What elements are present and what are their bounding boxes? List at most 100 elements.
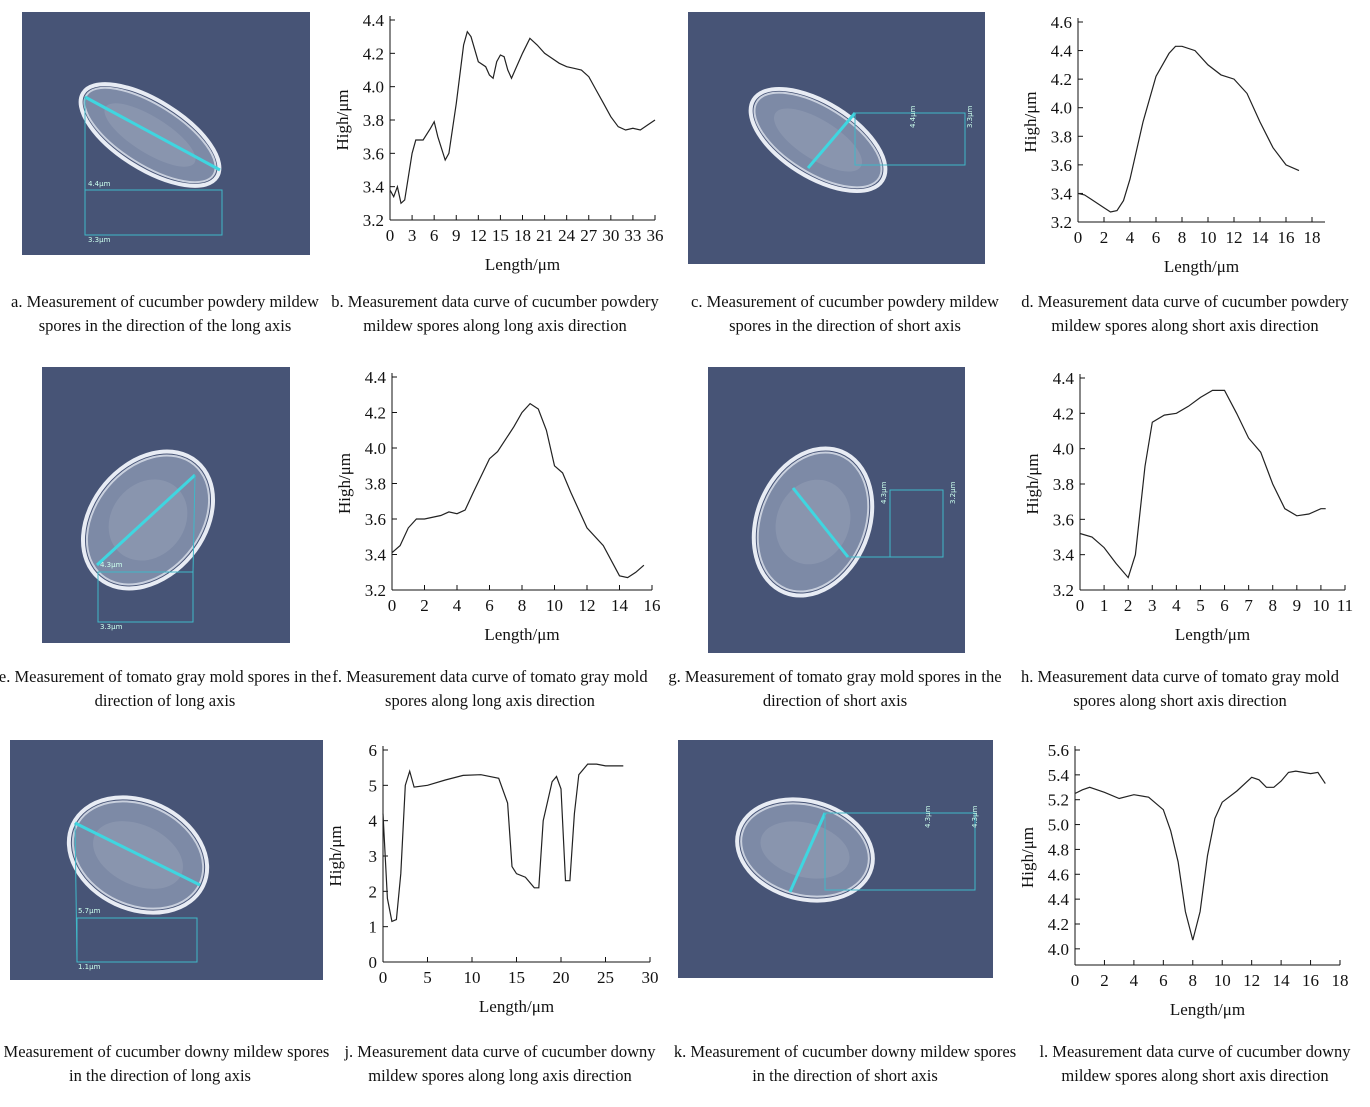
x-tick-label: 8: [1189, 971, 1198, 990]
y-tick-label: 4.6: [1048, 865, 1069, 884]
profile-box: [824, 812, 976, 891]
y-tick-label: 5.6: [1048, 741, 1069, 760]
x-tick-label: 0: [1071, 971, 1080, 990]
spore-halo: [66, 795, 210, 915]
y-tick-label: 4.0: [1053, 440, 1074, 459]
y-axis-title: High/μm: [1018, 827, 1037, 888]
x-tick-label: 6: [1152, 228, 1161, 247]
profile-box: [84, 189, 223, 236]
measure-label: 4.4μm: [909, 105, 917, 128]
measure-label: 3.3μm: [100, 623, 123, 631]
x-tick-label: 9: [1293, 596, 1302, 615]
x-tick-label: 5: [423, 968, 432, 987]
x-tick-label: 15: [508, 968, 525, 987]
spore-core: [775, 479, 851, 565]
y-tick-label: 4.2: [1048, 915, 1069, 934]
y-tick-label: 4.4: [1048, 890, 1070, 909]
spore-core: [760, 821, 850, 879]
x-tick-label: 0: [386, 226, 395, 245]
caption: c. Measurement of cucumber powdery milde…: [691, 292, 999, 335]
measure-line: [84, 95, 221, 172]
data-line: [389, 30, 656, 205]
spore-halo: [751, 446, 875, 598]
measure-label: 5.7μm: [78, 907, 101, 915]
x-tick-label: 10: [1214, 971, 1231, 990]
y-tick-label: 3.2: [365, 581, 386, 600]
caption: k. Measurement of cucumber downy mildew …: [673, 1042, 1017, 1085]
measure-line: [788, 812, 827, 893]
spore-halo: [80, 449, 216, 591]
y-tick-label: 5.0: [1048, 816, 1069, 835]
x-tick-label: 14: [1273, 971, 1291, 990]
y-tick-label: 5.2: [1048, 791, 1069, 810]
x-tick-label: 18: [1304, 228, 1321, 247]
x-tick-label: 4: [1130, 971, 1139, 990]
y-tick-label: 4.4: [1051, 42, 1073, 61]
y-tick-label: 5: [369, 776, 378, 795]
y-tick-label: 2: [369, 882, 378, 901]
x-tick-label: 4: [453, 596, 462, 615]
profile-box: [854, 112, 966, 166]
measure-line: [74, 821, 201, 887]
y-tick-label: 4.2: [365, 404, 386, 423]
y-tick-label: 0: [369, 953, 378, 972]
y-tick-label: 3.6: [365, 510, 386, 529]
y-tick-label: 4.0: [1048, 940, 1069, 959]
x-tick-label: 8: [1178, 228, 1187, 247]
x-tick-label: 6: [430, 226, 439, 245]
measure-line: [806, 112, 857, 169]
y-tick-label: 4.4: [1053, 369, 1075, 388]
x-tick-label: 10: [464, 968, 481, 987]
y-axis-title: High/μm: [1023, 453, 1042, 514]
x-tick-label: 12: [1243, 971, 1260, 990]
y-tick-label: 3.6: [1051, 156, 1072, 175]
x-tick-label: 30: [602, 226, 619, 245]
y-tick-label: 4.0: [363, 78, 384, 97]
y-axis-title: High/μm: [326, 825, 345, 886]
x-tick-label: 18: [1332, 971, 1349, 990]
x-tick-label: 2: [1100, 971, 1109, 990]
caption: a. Measurement of cucumber powdery milde…: [11, 292, 319, 335]
measure-label: 1.1μm: [78, 963, 101, 971]
profile-box: [97, 571, 194, 623]
y-tick-label: 3.2: [1051, 213, 1072, 232]
data-line: [382, 763, 624, 923]
profile-box: [76, 917, 198, 963]
x-axis-title: Length/μm: [1170, 1000, 1245, 1019]
y-tick-label: 4.2: [1051, 70, 1072, 89]
y-tick-label: 4.6: [1051, 13, 1072, 32]
y-tick-label: 3.8: [1053, 475, 1074, 494]
x-tick-label: 9: [452, 226, 461, 245]
y-tick-label: 4.2: [1053, 404, 1074, 423]
y-tick-label: 3: [369, 847, 378, 866]
x-tick-label: 30: [642, 968, 659, 987]
caption: e. Measurement of tomato gray mold spore…: [0, 667, 332, 710]
measure-label: 4.3μm: [924, 805, 932, 828]
data-line: [1079, 389, 1326, 579]
y-tick-label: 3.4: [365, 546, 387, 565]
y-tick-label: 3.4: [1051, 184, 1073, 203]
caption: b. Measurement data curve of cucumber po…: [331, 292, 659, 335]
y-tick-label: 3.2: [363, 211, 384, 230]
x-tick-label: 8: [1268, 596, 1277, 615]
x-tick-label: 0: [379, 968, 388, 987]
caption: i. Measurement of cucumber downy mildew …: [0, 1042, 330, 1085]
measure-line: [95, 473, 197, 567]
y-tick-label: 3.8: [1051, 127, 1072, 146]
y-tick-label: 3.2: [1053, 581, 1074, 600]
y-tick-label: 4.2: [363, 44, 384, 63]
y-axis-title: High/μm: [335, 453, 354, 514]
x-tick-label: 6: [1159, 971, 1168, 990]
x-tick-label: 33: [624, 226, 641, 245]
measure-label: 3.2μm: [949, 481, 957, 504]
x-axis-title: Length/μm: [479, 997, 554, 1016]
measure-label: 4.3μm: [971, 805, 979, 828]
guide-line: [192, 474, 196, 573]
y-tick-label: 4.4: [365, 368, 387, 387]
x-tick-label: 15: [492, 226, 509, 245]
x-tick-label: 12: [579, 596, 596, 615]
x-axis-title: Length/μm: [485, 255, 560, 274]
x-tick-label: 18: [514, 226, 531, 245]
y-tick-label: 4.4: [363, 11, 385, 30]
caption: h. Measurement data curve of tomato gray…: [1021, 667, 1339, 710]
